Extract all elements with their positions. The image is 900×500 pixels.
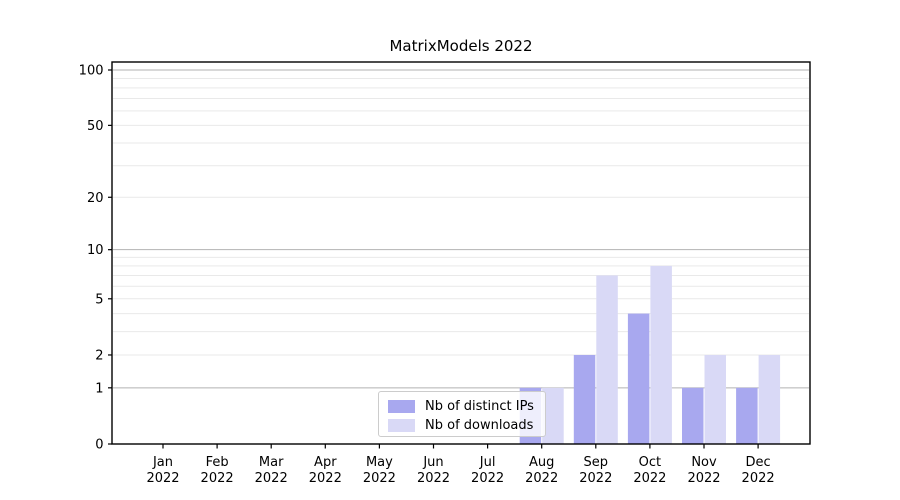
x-tick-label-year-apr: 2022: [309, 471, 342, 486]
x-tick-label-year-aug: 2022: [525, 471, 558, 486]
x-tick-label-month-aug: Aug: [529, 455, 554, 470]
chart-title: MatrixModels 2022: [389, 37, 533, 55]
x-tick-label-month-may: May: [366, 455, 393, 470]
x-tick-label-year-feb: 2022: [201, 471, 234, 486]
bar-distinct-ips-nov: [682, 387, 704, 444]
x-tick-label-month-mar: Mar: [259, 455, 284, 470]
x-tick-label-year-sep: 2022: [579, 471, 612, 486]
x-tick-label-month-nov: Nov: [691, 455, 717, 470]
x-tick-label-month-dec: Dec: [746, 455, 771, 470]
bar-distinct-ips-sep: [573, 354, 596, 444]
x-tick-label-month-oct: Oct: [639, 455, 661, 470]
x-tick-label-year-oct: 2022: [633, 471, 666, 486]
y-tick-label-0: 0: [95, 438, 103, 453]
legend-swatch-downloads: [388, 418, 415, 432]
y-tick-label-100: 100: [79, 63, 104, 78]
x-tick-label-month-feb: Feb: [206, 455, 229, 470]
y-tick-label-2: 2: [95, 348, 103, 363]
x-tick-label-year-jan: 2022: [146, 471, 179, 486]
legend-swatch-distinct-ips: [388, 399, 415, 413]
y-tick-label-20: 20: [87, 191, 104, 206]
bar-downloads-sep: [596, 275, 618, 444]
bar-downloads-aug: [542, 387, 564, 444]
x-tick-label-year-nov: 2022: [687, 471, 720, 486]
y-tick-label-5: 5: [95, 292, 103, 307]
legend-item-distinct-ips: Nb of distinct IPs: [388, 397, 537, 415]
bar-distinct-ips-oct: [627, 313, 650, 444]
y-tick-label-1: 1: [95, 381, 103, 396]
x-tick-label-year-mar: 2022: [255, 471, 288, 486]
legend-item-downloads: Nb of downloads: [388, 416, 537, 434]
legend: Nb of distinct IPs Nb of downloads: [378, 391, 546, 437]
y-tick-label-10: 10: [87, 243, 104, 258]
plot-border: [111, 61, 811, 445]
y-tick-label-50: 50: [87, 119, 104, 134]
legend-label-distinct-ips: Nb of distinct IPs: [425, 398, 534, 414]
x-tick-label-year-may: 2022: [363, 471, 396, 486]
bar-downloads-oct: [650, 265, 672, 444]
x-tick-label-month-jun: Jun: [422, 455, 443, 470]
x-tick-label-year-jul: 2022: [471, 471, 504, 486]
legend-label-downloads: Nb of downloads: [425, 417, 534, 433]
x-tick-label-month-apr: Apr: [314, 455, 337, 470]
bar-downloads-dec: [758, 354, 781, 444]
bar-distinct-ips-dec: [736, 387, 758, 444]
x-tick-label-month-sep: Sep: [584, 455, 609, 470]
bar-downloads-nov: [704, 354, 726, 444]
x-tick-label-month-jul: Jul: [479, 455, 496, 470]
x-tick-label-year-jun: 2022: [417, 471, 450, 486]
x-tick-label-year-dec: 2022: [742, 471, 775, 486]
x-tick-label-month-jan: Jan: [152, 455, 173, 470]
